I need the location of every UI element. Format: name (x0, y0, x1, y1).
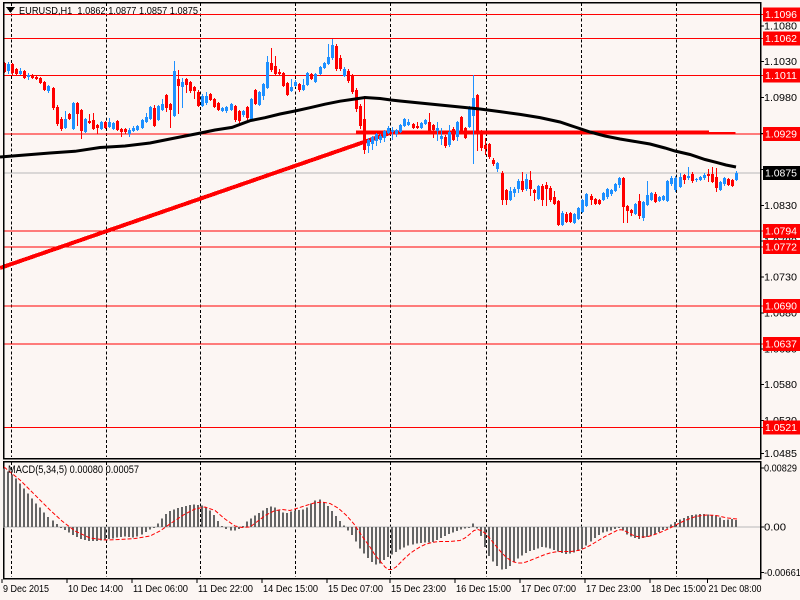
svg-text:1.1080: 1.1080 (764, 20, 797, 32)
svg-text:1.0772: 1.0772 (765, 242, 797, 254)
svg-text:EURUSD,H1 1.0862 1.0877 1.085: EURUSD,H1 1.0862 1.0877 1.0857 1.0875 (19, 5, 198, 17)
svg-text:1.0485: 1.0485 (764, 448, 797, 460)
svg-text:1.0980: 1.0980 (764, 92, 797, 104)
svg-text:1.0521: 1.0521 (765, 422, 797, 434)
svg-text:1.1096: 1.1096 (765, 9, 797, 21)
svg-text:1.0690: 1.0690 (765, 300, 797, 312)
svg-text:MACD(5,34,5) 0.00080 0.00057: MACD(5,34,5) 0.00080 0.00057 (8, 464, 139, 476)
svg-text:0.00: 0.00 (764, 522, 786, 534)
svg-text:1.0830: 1.0830 (764, 200, 797, 212)
svg-text:-0.00661: -0.00661 (764, 567, 800, 579)
svg-text:1.1030: 1.1030 (764, 56, 797, 68)
svg-text:18 Dec 15:00: 18 Dec 15:00 (651, 584, 706, 595)
svg-text:10 Dec 14:00: 10 Dec 14:00 (68, 584, 123, 595)
svg-text:16 Dec 15:00: 16 Dec 15:00 (456, 584, 511, 595)
svg-text:1.1062: 1.1062 (765, 33, 797, 45)
svg-text:14 Dec 15:00: 14 Dec 15:00 (263, 584, 318, 595)
svg-text:1.0580: 1.0580 (764, 379, 797, 391)
svg-text:15 Dec 07:00: 15 Dec 07:00 (328, 584, 383, 595)
svg-text:1.0637: 1.0637 (765, 339, 797, 351)
svg-text:1.0730: 1.0730 (764, 272, 797, 284)
svg-text:1.1011: 1.1011 (765, 70, 797, 82)
svg-text:9 Dec 2015: 9 Dec 2015 (3, 584, 49, 595)
svg-text:17 Dec 23:00: 17 Dec 23:00 (586, 584, 641, 595)
svg-text:11 Dec 22:00: 11 Dec 22:00 (198, 584, 253, 595)
svg-text:1.0794: 1.0794 (765, 226, 797, 238)
svg-text:17 Dec 07:00: 17 Dec 07:00 (521, 584, 576, 595)
svg-text:11 Dec 06:00: 11 Dec 06:00 (133, 584, 188, 595)
svg-text:0.00829: 0.00829 (764, 463, 797, 475)
svg-text:1.0929: 1.0929 (765, 129, 797, 141)
svg-text:21 Dec 08:00: 21 Dec 08:00 (709, 584, 762, 595)
svg-text:1.0875: 1.0875 (765, 168, 797, 180)
svg-text:15 Dec 23:00: 15 Dec 23:00 (391, 584, 446, 595)
